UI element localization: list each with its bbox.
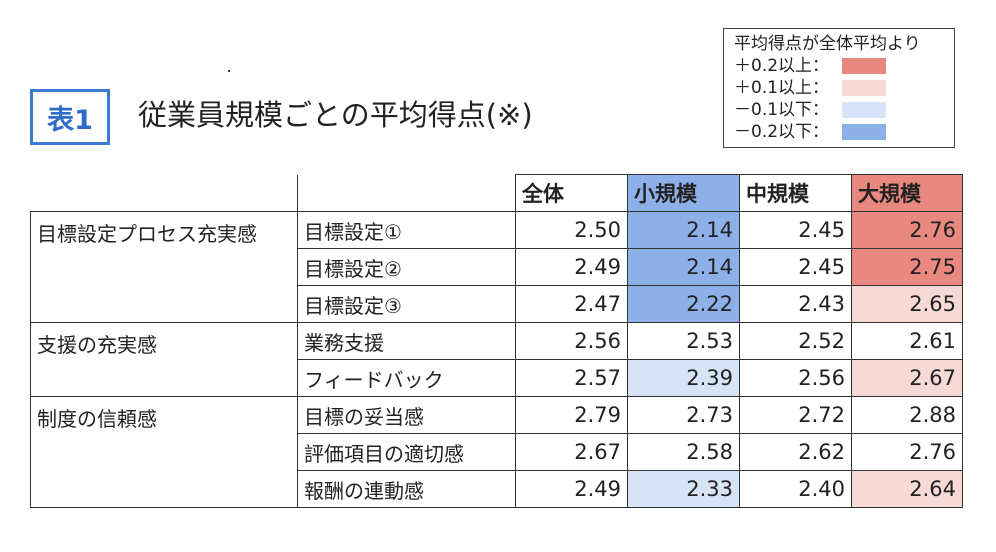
column-header-large: 大規模 <box>851 174 963 212</box>
value-cell: 2.56 <box>739 359 852 397</box>
item-cell: 目標設定① <box>297 211 516 249</box>
column-header-medium: 中規模 <box>739 174 852 212</box>
value-cell: 2.62 <box>739 433 852 471</box>
value-cell: 2.57 <box>515 359 628 397</box>
legend-label: －0.2以下： <box>734 122 830 142</box>
value-cell: 2.73 <box>627 396 740 434</box>
value-cell: 2.50 <box>515 211 628 249</box>
value-cell: 2.47 <box>515 285 628 323</box>
item-cell: 目標設定② <box>297 248 516 286</box>
value-cell: 2.49 <box>515 248 628 286</box>
value-cell: 2.43 <box>739 285 852 323</box>
legend-row: －0.2以下： <box>734 121 944 143</box>
legend-row: －0.1以下： <box>734 99 944 121</box>
stray-dot <box>228 70 230 72</box>
legend-label: ＋0.1以上： <box>734 78 830 98</box>
legend-row: ＋0.2以上： <box>734 55 944 77</box>
item-cell: 目標の妥当感 <box>297 396 516 434</box>
legend-label: ＋0.2以上： <box>734 56 830 76</box>
column-header-all: 全体 <box>515 174 628 212</box>
legend-swatch <box>842 58 886 74</box>
legend-swatch <box>842 124 886 140</box>
value-cell: 2.67 <box>515 433 628 471</box>
item-cell: フィードバック <box>297 359 516 397</box>
value-cell: 2.14 <box>627 248 740 286</box>
value-cell: 2.65 <box>851 285 963 323</box>
header-row: 全体 小規模 中規模 大規模 <box>30 174 963 212</box>
header-blank <box>297 174 516 212</box>
table-row: 目標設定③ 2.47 2.22 2.43 2.65 <box>31 285 963 323</box>
value-cell: 2.22 <box>627 285 740 323</box>
table-row: 目標設定プロセス充実感 目標設定① 2.50 2.14 2.45 2.76 <box>30 211 963 323</box>
value-cell: 2.45 <box>739 248 852 286</box>
value-cell: 2.53 <box>627 322 740 360</box>
value-cell: 2.75 <box>851 248 963 286</box>
table-row: 目標設定② 2.49 2.14 2.45 2.75 <box>31 248 963 286</box>
value-cell: 2.56 <box>515 322 628 360</box>
value-cell: 2.45 <box>739 211 852 249</box>
legend-swatch <box>842 102 886 118</box>
header-blank <box>30 174 298 212</box>
table-number-badge: 表1 <box>30 89 110 145</box>
value-cell: 2.61 <box>851 322 963 360</box>
item-cell: 業務支援 <box>297 322 516 360</box>
value-cell: 2.49 <box>515 470 628 508</box>
category-cell: 目標設定プロセス充実感 <box>30 211 298 323</box>
value-cell: 2.14 <box>627 211 740 249</box>
scores-table: 全体 小規模 中規模 大規模 目標設定プロセス充実感 目標設定① 2.50 2.… <box>30 174 963 508</box>
value-cell: 2.72 <box>739 396 852 434</box>
category-cell: 支援の充実感 <box>30 322 298 397</box>
table-row: 報酬の連動感 2.49 2.33 2.40 2.64 <box>31 470 963 508</box>
table-row: フィードバック 2.57 2.39 2.56 2.67 <box>31 359 963 397</box>
value-cell: 2.64 <box>851 470 963 508</box>
legend-row: ＋0.1以上： <box>734 77 944 99</box>
legend-label: －0.1以下： <box>734 100 830 120</box>
color-legend: 平均得点が全体平均より ＋0.2以上： ＋0.1以上： －0.1以下： －0.2… <box>723 28 955 148</box>
value-cell: 2.52 <box>739 322 852 360</box>
page-title: 従業員規模ごとの平均得点(※) <box>138 98 533 132</box>
item-cell: 報酬の連動感 <box>297 470 516 508</box>
table-row: 支援の充実感 業務支援 2.56 2.53 2.52 2.61 <box>30 322 963 397</box>
item-cell: 評価項目の適切感 <box>297 433 516 471</box>
value-cell: 2.79 <box>515 396 628 434</box>
value-cell: 2.67 <box>851 359 963 397</box>
value-cell: 2.58 <box>627 433 740 471</box>
value-cell: 2.33 <box>627 470 740 508</box>
column-header-small: 小規模 <box>627 174 740 212</box>
value-cell: 2.88 <box>851 396 963 434</box>
value-cell: 2.39 <box>627 359 740 397</box>
legend-swatch <box>842 80 886 96</box>
value-cell: 2.76 <box>851 211 963 249</box>
value-cell: 2.40 <box>739 470 852 508</box>
table-row: 制度の信頼感 目標の妥当感 2.79 2.73 2.72 2.88 <box>30 396 963 508</box>
category-cell: 制度の信頼感 <box>30 396 298 508</box>
value-cell: 2.76 <box>851 433 963 471</box>
legend-heading: 平均得点が全体平均より <box>734 34 921 54</box>
item-cell: 目標設定③ <box>297 285 516 323</box>
